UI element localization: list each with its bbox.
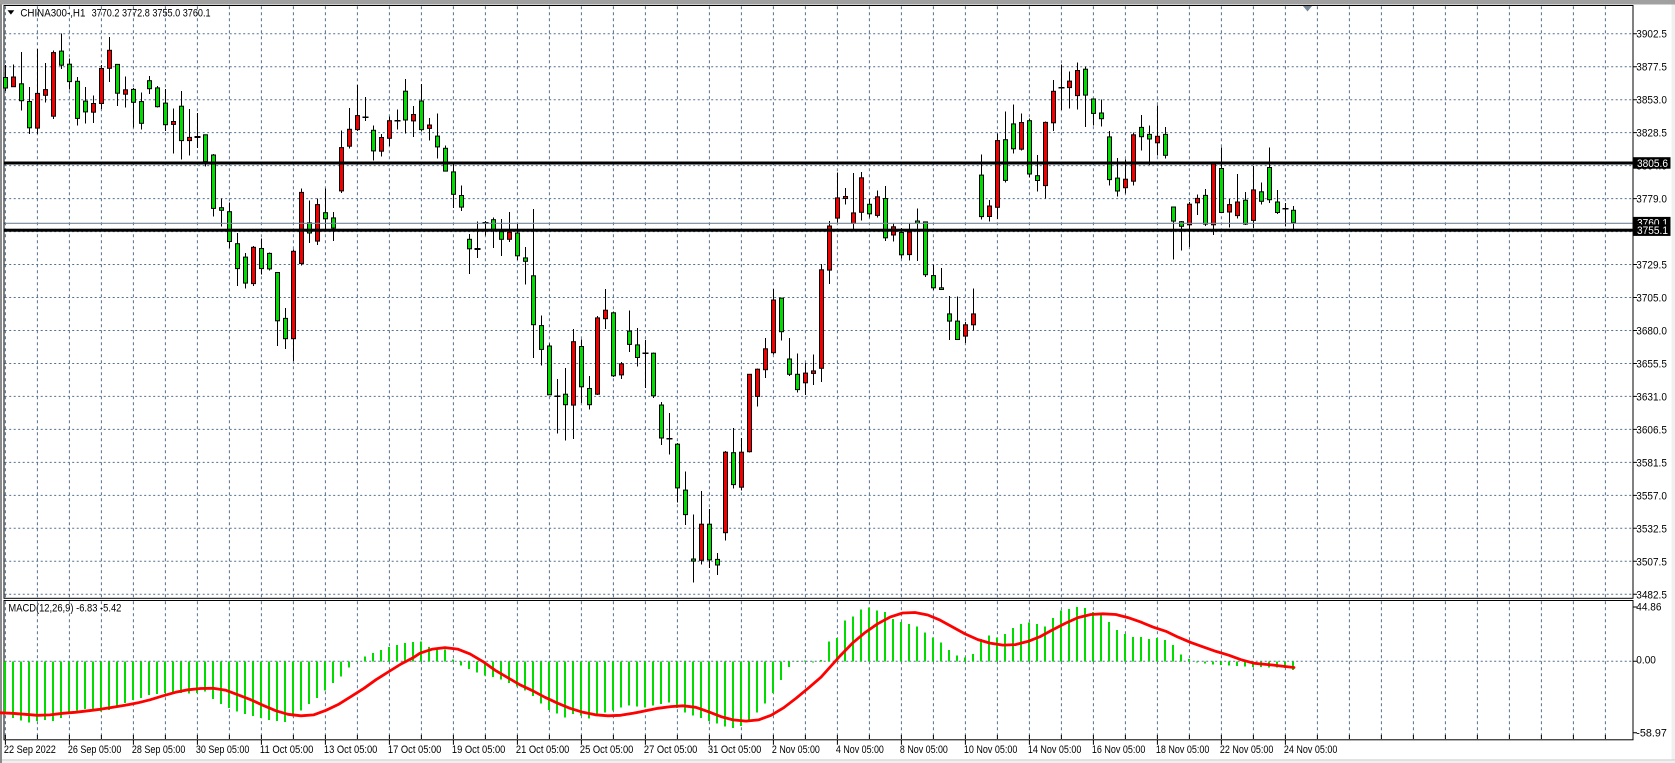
- svg-text:26 Sep 05:00: 26 Sep 05:00: [68, 744, 122, 756]
- svg-text:CHINA300-,H1: CHINA300-,H1: [20, 8, 85, 20]
- svg-text:3655.5: 3655.5: [1636, 359, 1667, 371]
- svg-text:3705.0: 3705.0: [1636, 293, 1667, 305]
- svg-text:22 Nov 05:00: 22 Nov 05:00: [1220, 744, 1274, 756]
- svg-text:3805.6: 3805.6: [1637, 158, 1668, 170]
- svg-text:3828.5: 3828.5: [1636, 128, 1667, 140]
- svg-text:17 Oct 05:00: 17 Oct 05:00: [388, 744, 442, 756]
- svg-text:4 Nov 05:00: 4 Nov 05:00: [836, 744, 884, 756]
- svg-text:MACD(12,26,9) -6.83 -5.42: MACD(12,26,9) -6.83 -5.42: [8, 602, 121, 614]
- svg-text:3853.0: 3853.0: [1636, 95, 1667, 107]
- svg-text:44.86: 44.86: [1636, 601, 1661, 613]
- svg-text:16 Nov 05:00: 16 Nov 05:00: [1092, 744, 1146, 756]
- svg-text:10 Nov 05:00: 10 Nov 05:00: [964, 744, 1018, 756]
- svg-text:28 Sep 05:00: 28 Sep 05:00: [132, 744, 186, 756]
- svg-text:31 Oct 05:00: 31 Oct 05:00: [708, 744, 762, 756]
- svg-text:27 Oct 05:00: 27 Oct 05:00: [644, 744, 698, 756]
- svg-text:3532.5: 3532.5: [1636, 523, 1667, 535]
- svg-text:3507.5: 3507.5: [1636, 556, 1667, 568]
- svg-text:18 Nov 05:00: 18 Nov 05:00: [1156, 744, 1210, 756]
- svg-text:2 Nov 05:00: 2 Nov 05:00: [772, 744, 820, 756]
- svg-text:3606.5: 3606.5: [1636, 424, 1667, 436]
- svg-text:3581.5: 3581.5: [1636, 457, 1667, 469]
- svg-text:3902.5: 3902.5: [1636, 29, 1667, 41]
- svg-text:22 Sep 2022: 22 Sep 2022: [4, 744, 56, 756]
- svg-text:3770.2 3772.8 3755.0 3760.1: 3770.2 3772.8 3755.0 3760.1: [92, 8, 211, 20]
- svg-text:3779.0: 3779.0: [1636, 194, 1667, 206]
- svg-text:14 Nov 05:00: 14 Nov 05:00: [1028, 744, 1082, 756]
- svg-text:21 Oct 05:00: 21 Oct 05:00: [516, 744, 570, 756]
- svg-text:3729.5: 3729.5: [1636, 260, 1667, 272]
- svg-text:11 Oct 05:00: 11 Oct 05:00: [260, 744, 314, 756]
- svg-text:0.00: 0.00: [1636, 655, 1656, 667]
- svg-text:30 Sep 05:00: 30 Sep 05:00: [196, 744, 250, 756]
- svg-text:3680.0: 3680.0: [1636, 326, 1667, 338]
- svg-text:13 Oct 05:00: 13 Oct 05:00: [324, 744, 378, 756]
- svg-text:3557.0: 3557.0: [1636, 490, 1667, 502]
- svg-text:-58.97: -58.97: [1636, 727, 1667, 739]
- svg-text:3631.0: 3631.0: [1636, 391, 1667, 403]
- svg-text:3482.5: 3482.5: [1636, 589, 1667, 601]
- svg-text:3877.5: 3877.5: [1636, 62, 1667, 74]
- svg-text:19 Oct 05:00: 19 Oct 05:00: [452, 744, 506, 756]
- svg-text:24 Nov 05:00: 24 Nov 05:00: [1284, 744, 1338, 756]
- svg-text:8 Nov 05:00: 8 Nov 05:00: [900, 744, 948, 756]
- svg-text:25 Oct 05:00: 25 Oct 05:00: [580, 744, 634, 756]
- svg-text:3755.1: 3755.1: [1637, 225, 1668, 237]
